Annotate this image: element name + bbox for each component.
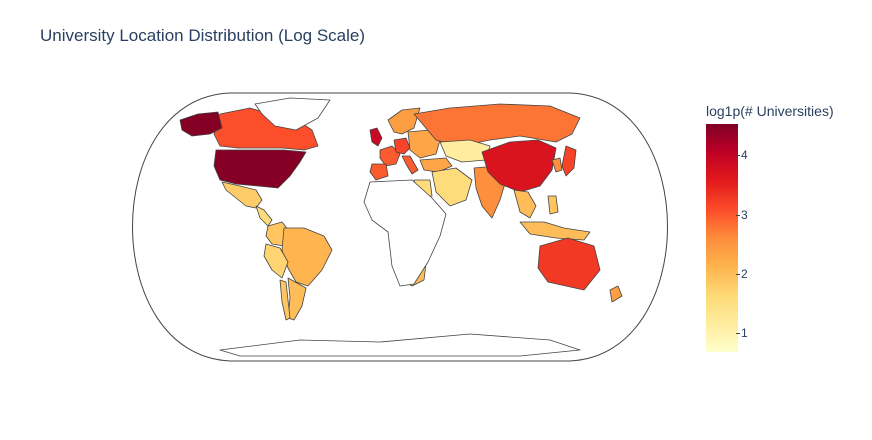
- region-italy: [401, 155, 419, 175]
- region-japan: [561, 145, 577, 177]
- region-africa: [363, 179, 447, 287]
- region-germany: [393, 137, 411, 155]
- region-united-kingdom: [369, 127, 383, 147]
- colorbar-tick: 3: [736, 207, 748, 222]
- region-scandinavia: [387, 107, 421, 135]
- region-new-zealand: [609, 285, 623, 303]
- region-spain: [369, 163, 389, 181]
- region-chile: [279, 279, 291, 321]
- region-brazil: [281, 227, 333, 287]
- region-china: [481, 139, 557, 193]
- colorbar-tick: 2: [736, 266, 748, 281]
- region-kazakhstan: [439, 139, 491, 163]
- map-frame: [132, 92, 668, 362]
- region-australia: [537, 237, 601, 291]
- colorbar-tick: 1: [736, 325, 748, 340]
- region-antarctica: [219, 333, 581, 357]
- region-france: [379, 145, 401, 167]
- region-indonesia: [519, 221, 591, 241]
- region-united-states: [213, 149, 307, 189]
- region-peru: [263, 243, 289, 279]
- region-argentina: [287, 277, 307, 321]
- region-southeast-asia: [513, 189, 537, 219]
- region-greenland: [254, 97, 331, 131]
- colorbar: [706, 124, 738, 352]
- region-turkey: [419, 157, 453, 173]
- region-russia: [413, 103, 581, 147]
- region-alaska-us: [179, 111, 223, 137]
- chart-title: University Location Distribution (Log Sc…: [40, 26, 366, 45]
- region-mexico: [221, 181, 263, 209]
- colorbar-tick: 4: [736, 148, 748, 163]
- region-central-america: [255, 205, 273, 227]
- colorbar-title: log1p(# Universities): [706, 103, 834, 119]
- region-korea: [551, 157, 563, 173]
- region-middle-east: [431, 167, 473, 207]
- region-philippines: [547, 195, 559, 215]
